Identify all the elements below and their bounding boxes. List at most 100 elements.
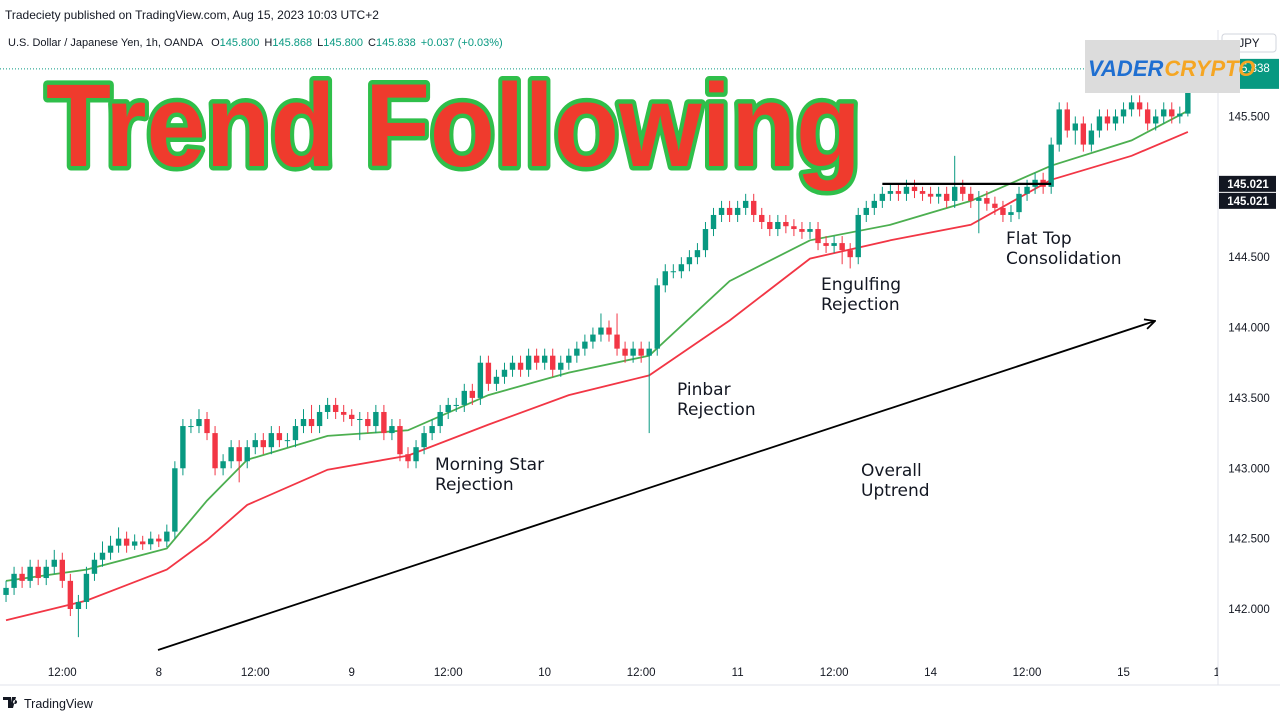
candle-body bbox=[847, 250, 853, 258]
candle-body bbox=[558, 362, 564, 370]
x-tick-label: 15 bbox=[1117, 667, 1130, 679]
candle-body bbox=[501, 369, 508, 377]
candle-body bbox=[1161, 109, 1167, 117]
candle-body bbox=[1024, 186, 1030, 194]
candle-body bbox=[775, 221, 781, 230]
candle-body bbox=[83, 573, 90, 602]
candle-body bbox=[582, 341, 588, 349]
tradingview-logo: TradingView bbox=[3, 697, 94, 711]
candle-body bbox=[477, 362, 484, 398]
candle-body bbox=[300, 419, 307, 427]
annotation: Pinbar bbox=[677, 380, 731, 400]
candle-body bbox=[1144, 109, 1151, 124]
candle-body bbox=[686, 257, 693, 265]
x-tick-label: 12:00 bbox=[48, 667, 77, 679]
y-tick-label: 142.500 bbox=[1228, 534, 1270, 546]
y-tick-label: 145.500 bbox=[1228, 111, 1270, 123]
candle-body bbox=[670, 271, 677, 273]
candle-body bbox=[976, 198, 982, 201]
ohlc-key: C bbox=[368, 37, 376, 49]
candle-body bbox=[1088, 130, 1095, 145]
candle-body bbox=[3, 587, 9, 595]
candle-body bbox=[180, 426, 186, 469]
candle-body bbox=[911, 186, 918, 192]
annotation: Rejection bbox=[435, 475, 514, 495]
candle-body bbox=[992, 203, 998, 208]
candle-body bbox=[43, 566, 49, 579]
y-tick-label: 143.500 bbox=[1228, 393, 1270, 405]
currency-label: JPY bbox=[1238, 38, 1259, 50]
candle-body bbox=[783, 221, 789, 227]
candle-body bbox=[734, 207, 741, 215]
x-tick-label: 12:00 bbox=[820, 667, 849, 679]
chart-title: Trend Following bbox=[46, 60, 861, 192]
candle-body bbox=[855, 214, 861, 258]
x-tick-label: 14 bbox=[924, 667, 937, 679]
candle-body bbox=[831, 243, 837, 246]
candle-body bbox=[1072, 123, 1078, 131]
candle-body bbox=[694, 250, 701, 258]
candle-body bbox=[726, 207, 733, 215]
candle-body bbox=[316, 411, 323, 427]
x-tick-label: 12:00 bbox=[627, 667, 656, 679]
candle-body bbox=[646, 348, 652, 356]
candle-body bbox=[67, 580, 74, 610]
candle-body bbox=[11, 573, 17, 588]
watermark-text: CRYPTO bbox=[1164, 56, 1255, 81]
candle-body bbox=[678, 264, 685, 272]
ohlc-key: L bbox=[317, 37, 323, 49]
candle-body bbox=[357, 419, 363, 421]
candle-body bbox=[533, 355, 540, 363]
candle-body bbox=[437, 411, 443, 427]
candle-body bbox=[1169, 109, 1175, 117]
x-tick-label: 8 bbox=[156, 667, 162, 679]
candle-body bbox=[952, 186, 958, 201]
candle-body bbox=[799, 229, 805, 232]
candle-body bbox=[807, 229, 813, 232]
candle-body bbox=[1048, 144, 1054, 187]
candle-body bbox=[550, 355, 556, 370]
candle-body bbox=[1064, 109, 1070, 131]
candle-body bbox=[710, 214, 717, 230]
annotation: Rejection bbox=[677, 400, 756, 420]
uptrend-arrow bbox=[157, 321, 1155, 651]
candle-body bbox=[429, 426, 435, 434]
candle-body bbox=[196, 419, 202, 427]
candle-body bbox=[879, 193, 886, 201]
y-tick-label: 144.000 bbox=[1228, 323, 1270, 335]
candle-body bbox=[919, 191, 926, 194]
candle-body bbox=[268, 433, 275, 448]
annotation: Flat Top bbox=[1006, 229, 1072, 249]
candle-body bbox=[839, 243, 845, 251]
candle-body bbox=[968, 193, 974, 201]
candle-body bbox=[590, 334, 596, 342]
candle-body bbox=[148, 538, 154, 545]
candle-body bbox=[340, 411, 347, 415]
candle-body bbox=[421, 433, 427, 448]
x-tick-label: 9 bbox=[349, 667, 355, 679]
candle-body bbox=[485, 362, 492, 384]
annotation: Morning Star bbox=[435, 455, 544, 475]
x-tick-label: 12 bbox=[1214, 667, 1227, 679]
candle-body bbox=[614, 334, 620, 349]
candle-body bbox=[1112, 116, 1119, 124]
candle-body bbox=[445, 404, 451, 412]
candle-body bbox=[742, 200, 749, 208]
ohlc-key: H bbox=[264, 37, 272, 49]
candle-body bbox=[525, 355, 532, 370]
candle-body bbox=[1120, 109, 1127, 117]
candle-body bbox=[943, 193, 950, 201]
annotation: Engulfing bbox=[821, 275, 901, 295]
candle-body bbox=[1136, 102, 1143, 110]
candle-body bbox=[75, 601, 82, 610]
candle-body bbox=[172, 468, 178, 532]
price-label-box bbox=[1219, 192, 1276, 209]
candle-body bbox=[1128, 102, 1135, 110]
candle-body bbox=[493, 376, 500, 384]
candle-body bbox=[260, 440, 266, 448]
candle-body bbox=[630, 348, 636, 356]
candle-body bbox=[292, 426, 299, 441]
candle-body bbox=[413, 447, 419, 462]
x-tick-label: 10 bbox=[538, 667, 551, 679]
